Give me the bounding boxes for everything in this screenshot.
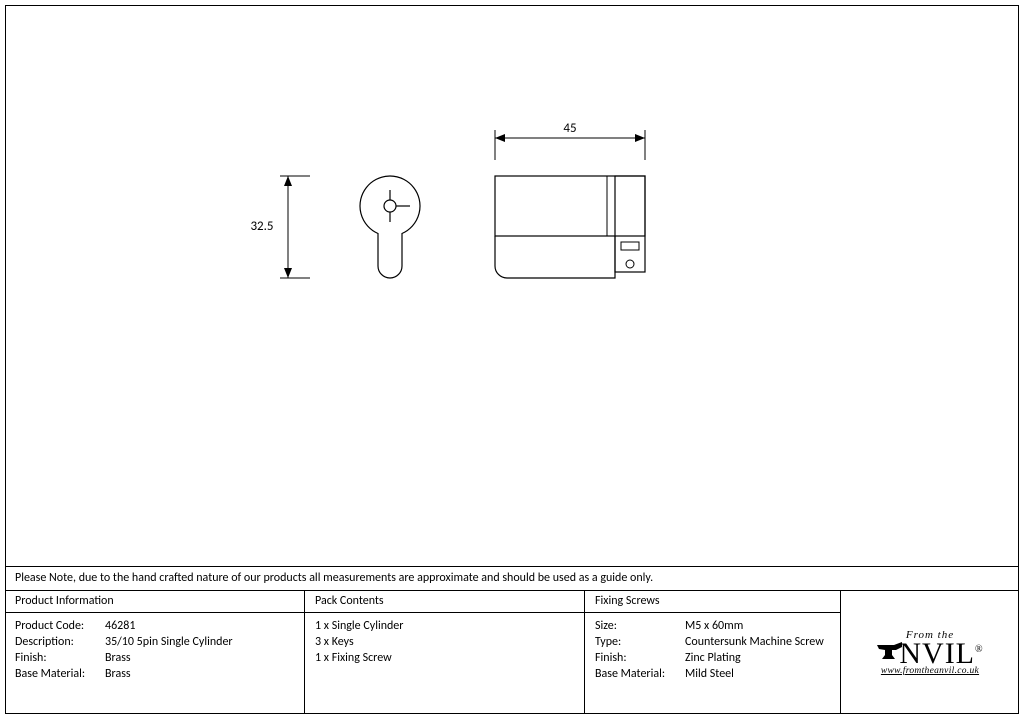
table-row: Size: M5 x 60mm (595, 619, 830, 633)
front-view (360, 176, 420, 278)
kv-label: Product Code: (15, 619, 105, 633)
side-view (495, 176, 645, 278)
brand-logo: From the NVIL® www.fromtheanvil.co.uk (876, 629, 983, 677)
kv-label: Finish: (595, 651, 685, 665)
spec-table: Product Information Product Code: 46281 … (5, 590, 1019, 714)
kv-value: 35/10 5pin Single Cylinder (105, 635, 294, 649)
list-item: 1 x Single Cylinder (315, 619, 574, 633)
registered-mark: ® (975, 644, 984, 655)
kv-value: Brass (105, 667, 294, 681)
kv-label: Base Material: (15, 667, 105, 681)
logo-name: NVIL® (876, 641, 983, 667)
table-row: Product Code: 46281 (15, 619, 294, 633)
kv-value: Zinc Plating (685, 651, 830, 665)
dim-width-label: 45 (563, 121, 576, 136)
table-row: Base Material: Mild Steel (595, 667, 830, 681)
kv-label: Finish: (15, 651, 105, 665)
kv-value: Mild Steel (685, 667, 830, 681)
kv-value: Brass (105, 651, 294, 665)
kv-label: Size: (595, 619, 685, 633)
table-row: Base Material: Brass (15, 667, 294, 681)
list-item: 3 x Keys (315, 635, 574, 649)
dim-height-label: 32.5 (250, 219, 273, 234)
col-fixing-screws: Fixing Screws Size: M5 x 60mm Type: Coun… (585, 591, 841, 714)
disclaimer-text: Please Note, due to the hand crafted nat… (15, 571, 653, 585)
kv-value: Countersunk Machine Screw (685, 635, 830, 649)
kv-value: M5 x 60mm (685, 619, 830, 633)
header-fixing-screws: Fixing Screws (585, 591, 840, 613)
col-pack-contents: Pack Contents 1 x Single Cylinder 3 x Ke… (305, 591, 585, 714)
table-row: Finish: Brass (15, 651, 294, 665)
col-logo: From the NVIL® www.fromtheanvil.co.uk (841, 591, 1019, 714)
technical-drawing: 45 32.5 (280, 120, 720, 320)
dimension-width: 45 (495, 121, 645, 160)
table-row: Type: Countersunk Machine Screw (595, 635, 830, 649)
kv-label: Type: (595, 635, 685, 649)
kv-value: 46281 (105, 619, 294, 633)
header-pack-contents: Pack Contents (305, 591, 584, 613)
header-product-info: Product Information (5, 591, 304, 613)
table-row: Finish: Zinc Plating (595, 651, 830, 665)
kv-label: Description: (15, 635, 105, 649)
disclaimer-note: Please Note, due to the hand crafted nat… (5, 566, 1019, 590)
col-product-info: Product Information Product Code: 46281 … (5, 591, 305, 714)
list-item: 1 x Fixing Screw (315, 651, 574, 665)
kv-label: Base Material: (595, 667, 685, 681)
table-row: Description: 35/10 5pin Single Cylinder (15, 635, 294, 649)
